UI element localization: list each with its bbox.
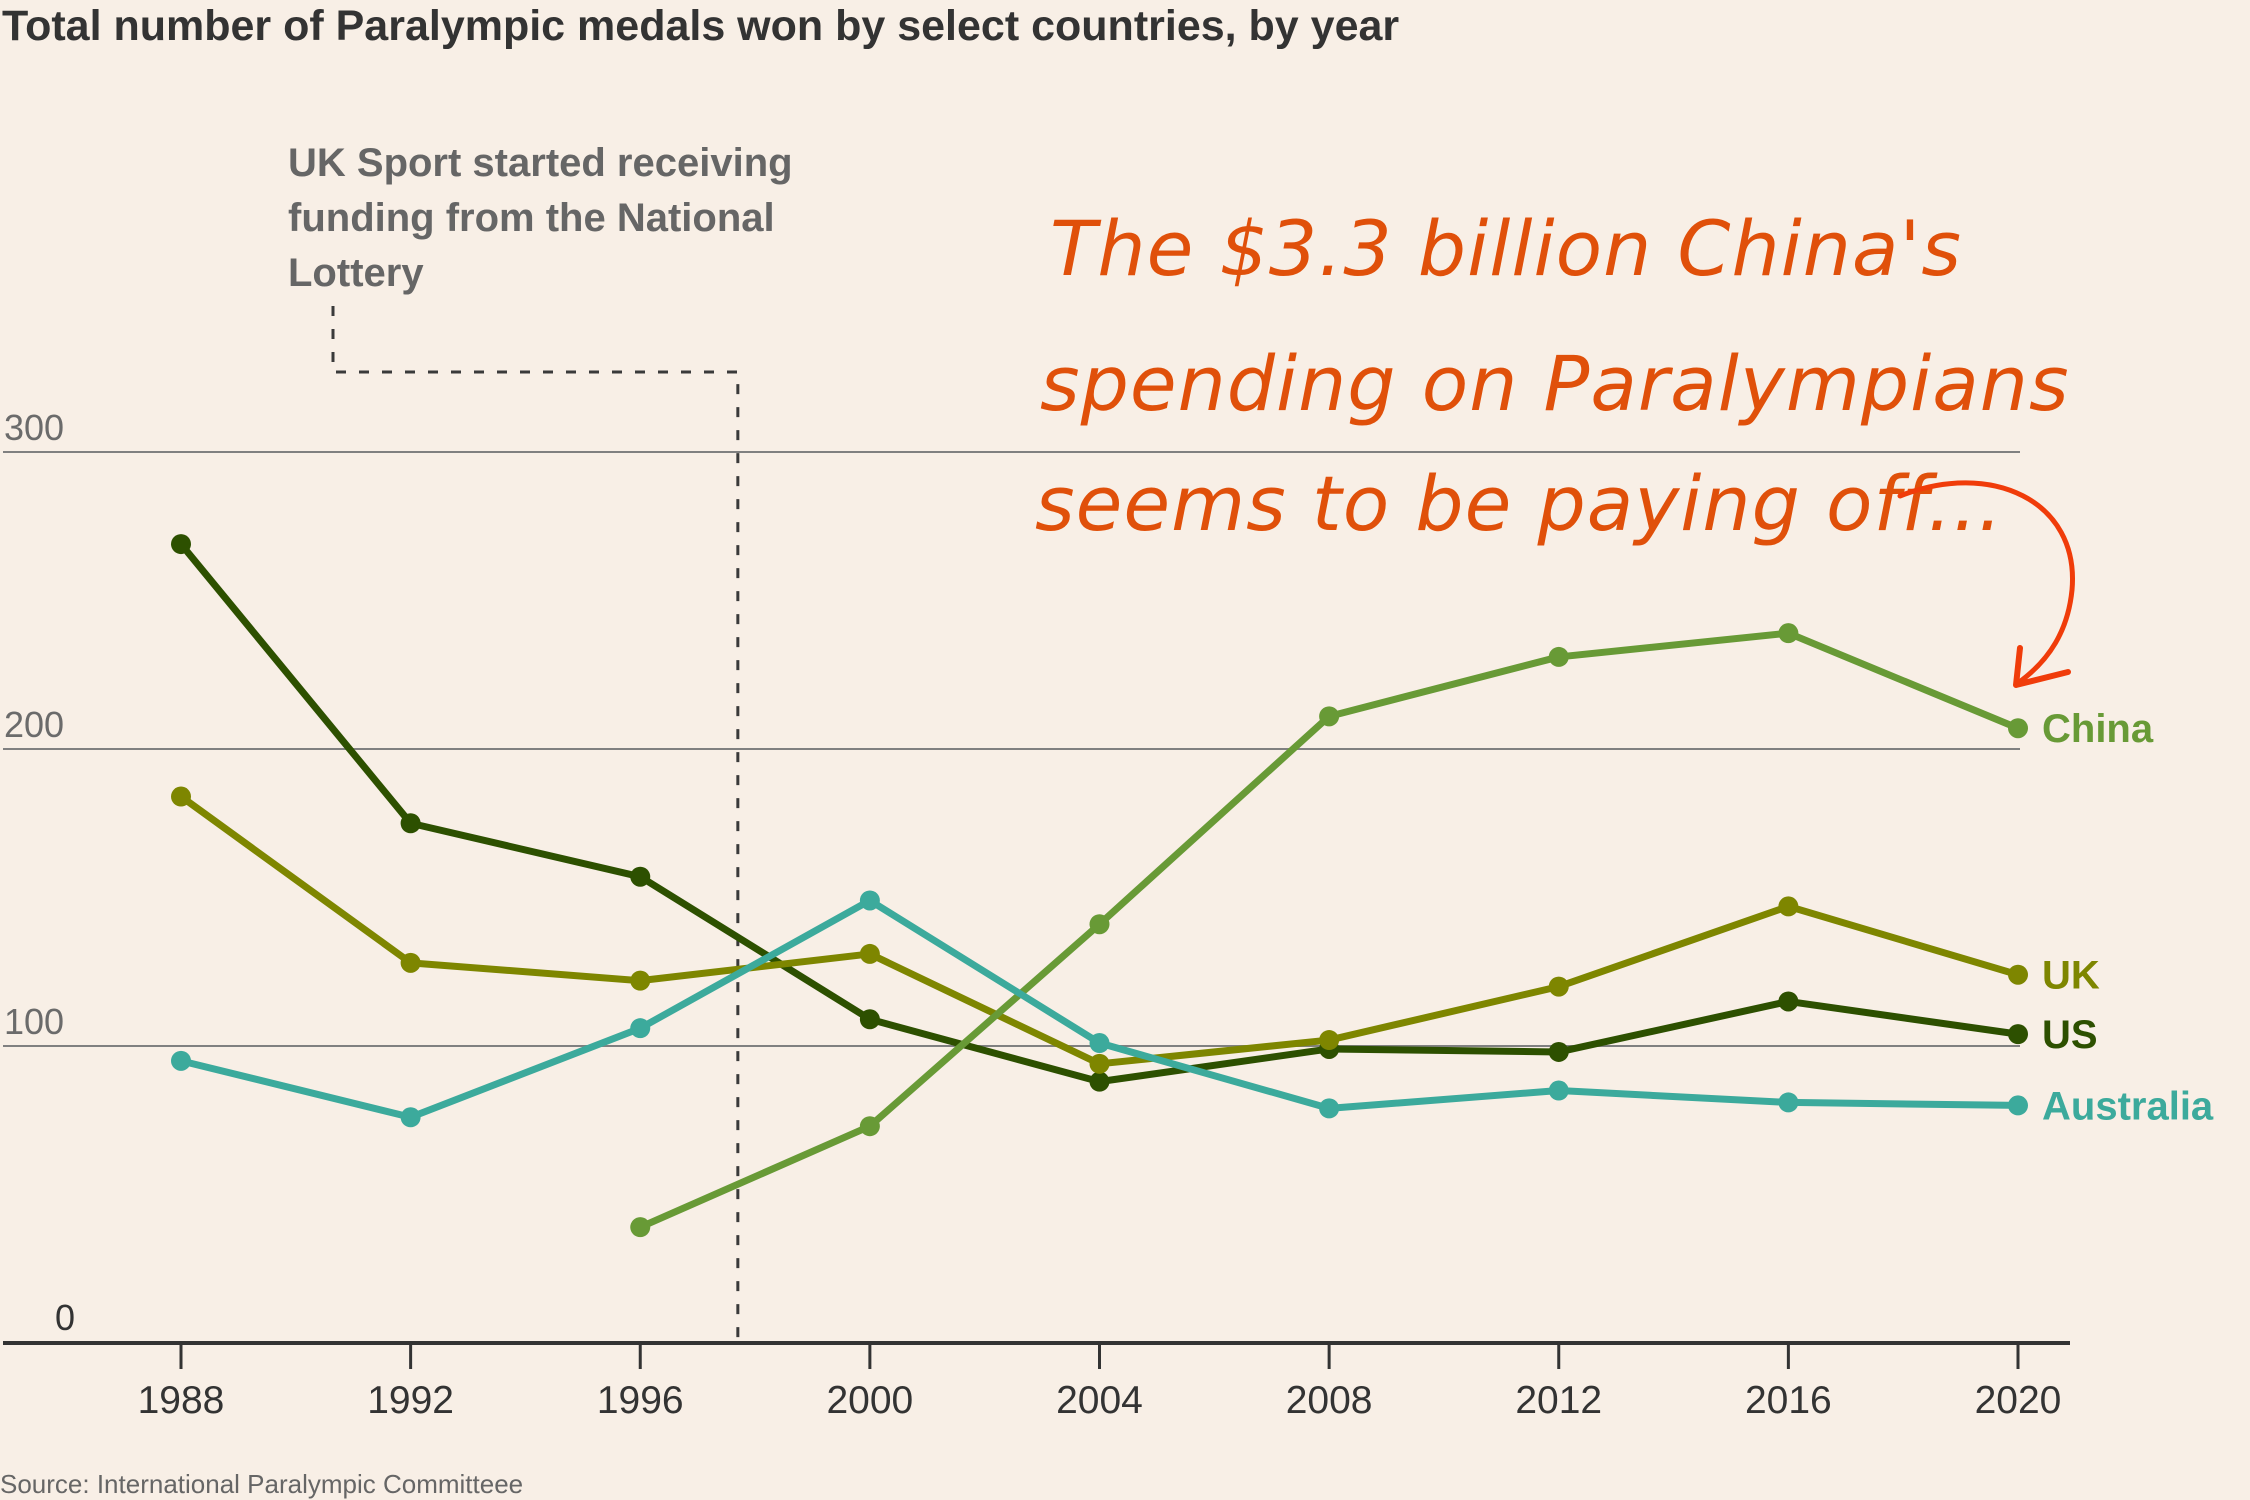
series-label-australia: Australia [2042,1084,2214,1128]
series-uk [171,786,2028,1074]
y-tick-label: 0 [55,1297,75,1338]
data-point [171,1050,191,1071]
data-point [2008,1095,2028,1116]
y-tick-label: 200 [4,704,64,745]
data-point [171,534,191,555]
data-point [400,952,421,973]
data-point [630,1018,651,1039]
x-axis: 1988 1992 1996 2000 2004 2008 2012 2016 2020 [3,1341,2070,1422]
series-label-china: China [2042,707,2154,751]
data-point [171,786,191,807]
data-point [1548,646,1569,667]
data-point [630,866,651,887]
data-point [1319,1098,1340,1119]
source-note: Source: International Paralympic Committ… [0,1469,523,1499]
event-annotation-line-3: Lottery [288,251,424,295]
data-point [400,1107,421,1128]
data-point [859,1009,880,1030]
x-tick-label: 1996 [597,1379,684,1422]
x-tick-label: 2004 [1056,1379,1143,1422]
data-point [1089,1053,1110,1074]
series-us [171,534,2028,1092]
y-tick-label: 100 [4,1001,64,1042]
series-australia [171,890,2028,1128]
gridlines [3,451,2020,1047]
event-annotation-leader [331,306,740,1343]
series-china [630,623,2028,1238]
data-point [2008,1024,2028,1045]
event-annotation-line-2: funding from the National [288,196,775,240]
data-point [1778,1092,1799,1113]
y-axis-ticks: 0 100 200 300 [4,407,75,1338]
x-tick-label: 2008 [1286,1379,1373,1422]
series-label-us: US [2042,1013,2098,1057]
data-point [859,1116,880,1137]
data-point [1548,1041,1569,1062]
data-point [2008,718,2028,739]
data-point [1089,1071,1110,1092]
callout-line-3: seems to be paying off... [1035,459,2003,548]
callout-line-2: spending on Paralympians [1040,339,2070,428]
x-tick-label: 2016 [1745,1379,1832,1422]
data-point [1089,914,1110,935]
data-point [1778,991,1799,1012]
x-tick-label: 1992 [367,1379,454,1422]
x-tick-label: 1988 [138,1379,225,1422]
data-point [859,943,880,964]
series-label-uk: UK [2042,954,2100,998]
data-point [400,813,421,834]
callout-line-1: The $3.3 billion China's [1050,204,1962,293]
data-point [630,970,651,991]
data-point [1778,896,1799,917]
data-point [2008,964,2028,985]
event-annotation-line-1: UK Sport started receiving [288,141,793,185]
data-point [1319,706,1340,727]
data-point [1548,976,1569,997]
data-point [859,890,880,911]
series-line [177,540,2022,1086]
chart-title: Total number of Paralympic medals won by… [2,2,1399,50]
data-point [1778,623,1799,644]
series-lines [171,534,2028,1238]
callout-arrow-icon [1897,480,2075,688]
data-point [1319,1030,1340,1051]
data-point [1089,1033,1110,1054]
data-point [1548,1080,1569,1101]
x-tick-label: 2012 [1515,1379,1602,1422]
x-tick-label: 2000 [826,1379,913,1422]
series-labels: US UK China Australia [2042,707,2214,1128]
y-tick-label: 300 [4,407,64,448]
data-point [630,1217,651,1238]
x-tick-label: 2020 [1975,1379,2062,1422]
